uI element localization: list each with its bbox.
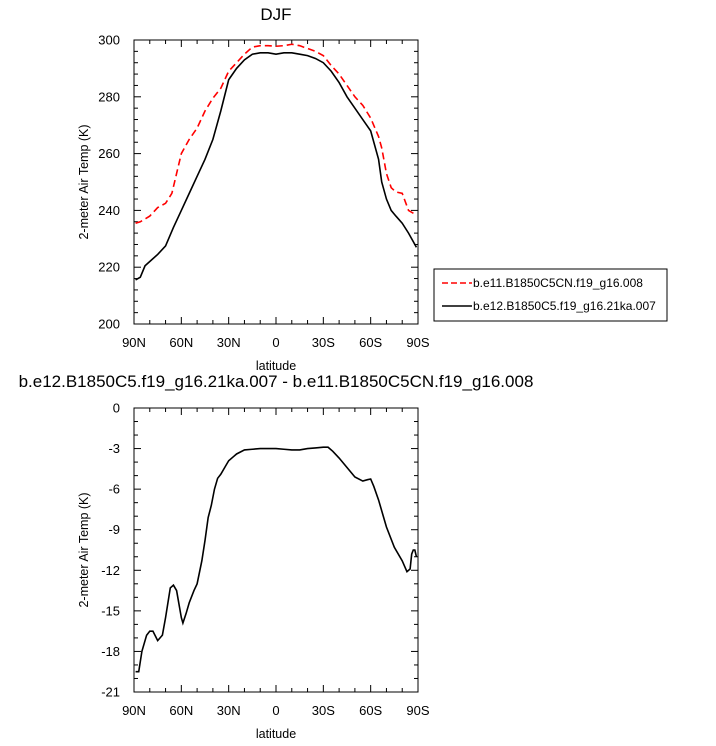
bottom-x-tick-label: 60S (359, 703, 382, 718)
top-y-tick-label: 280 (98, 89, 120, 104)
bottom-y-tick-label: -9 (108, 522, 120, 537)
bottom-x-tick-label: 60N (169, 703, 193, 718)
bottom-x-tick-label: 90N (122, 703, 146, 718)
top-chart-title: DJF (260, 5, 291, 24)
bottom-y-tick-label: -6 (108, 482, 120, 497)
bottom-x-tick-label: 30N (217, 703, 241, 718)
top-series-lines (135, 43, 418, 281)
bottom-tick-marks (133, 407, 419, 693)
top-x-tick-label: 90N (122, 335, 146, 350)
top-x-tick-label: 30N (217, 335, 241, 350)
top-panel: DJF 2-meter Air Temp (K) latitude 90N 60… (77, 5, 430, 373)
bottom-y-tick-label: -12 (101, 563, 120, 578)
bottom-x-tick-label: 0 (272, 703, 279, 718)
series-line-b-e11 (135, 43, 417, 224)
bottom-panel: b.e12.B1850C5.f19_g16.21ka.007 - b.e11.B… (19, 372, 534, 741)
top-y-tick-label: 260 (98, 146, 120, 161)
top-tick-marks (133, 39, 419, 325)
bottom-x-tick-labels: 90N 60N 30N 0 30S 60S 90S (122, 703, 430, 718)
difference-line (135, 446, 418, 673)
top-y-tick-labels: 200 220 240 260 280 300 (98, 33, 120, 332)
top-y-tick-label: 240 (98, 203, 120, 218)
bottom-y-tick-label: -3 (108, 441, 120, 456)
bottom-y-tick-labels: 0 -3 -6 -9 -12 -15 -18 -21 (101, 401, 120, 700)
bottom-y-tick-label: -15 (101, 603, 120, 618)
top-x-tick-labels: 90N 60N 30N 0 30S 60S 90S (122, 335, 430, 350)
bottom-chart-title: b.e12.B1850C5.f19_g16.21ka.007 - b.e11.B… (19, 372, 534, 391)
series-line-b-e12 (135, 51, 418, 281)
bottom-plot-frame (133, 407, 419, 693)
top-x-axis-label: latitude (256, 359, 296, 373)
legend-label-b-e11: b.e11.B1850C5CN.f19_g16.008 (473, 276, 643, 290)
top-x-tick-label: 0 (272, 335, 279, 350)
top-y-tick-label: 200 (98, 317, 120, 332)
legend-box (433, 268, 668, 322)
bottom-x-tick-label: 90S (406, 703, 429, 718)
bottom-y-tick-label: -18 (101, 644, 120, 659)
bottom-y-axis-label: 2-meter Air Temp (K) (77, 492, 91, 607)
top-x-tick-label: 60S (359, 335, 382, 350)
bottom-y-tick-label: 0 (113, 401, 120, 416)
bottom-x-axis-label: latitude (256, 727, 296, 741)
legend: b.e11.B1850C5CN.f19_g16.008 b.e12.B1850C… (433, 268, 668, 322)
top-y-tick-label: 220 (98, 260, 120, 275)
bottom-y-tick-label: -21 (101, 685, 120, 700)
top-plot-frame (133, 39, 419, 325)
bottom-series-lines (135, 446, 418, 673)
legend-label-b-e12: b.e12.B1850C5.f19_g16.21ka.007 (473, 299, 656, 313)
top-x-tick-label: 30S (312, 335, 335, 350)
top-x-tick-label: 90S (406, 335, 429, 350)
top-x-tick-label: 60N (169, 335, 193, 350)
top-y-axis-label: 2-meter Air Temp (K) (77, 124, 91, 239)
top-y-tick-label: 300 (98, 33, 120, 48)
bottom-x-tick-label: 30S (312, 703, 335, 718)
